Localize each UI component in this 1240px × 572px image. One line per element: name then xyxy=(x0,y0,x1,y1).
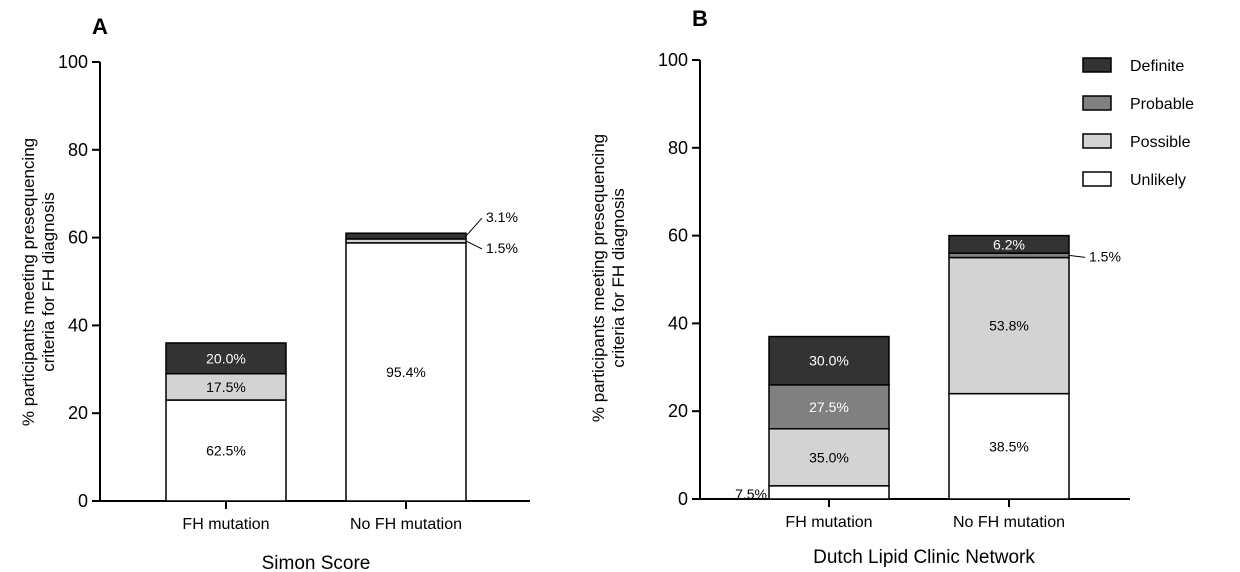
y-tick-label: 0 xyxy=(78,491,88,511)
y-tick-label: 40 xyxy=(668,313,688,333)
y-tick-label: 80 xyxy=(668,138,688,158)
data-label: 35.0% xyxy=(809,449,849,465)
bar-segment-definite xyxy=(345,232,467,240)
y-tick-label: 60 xyxy=(68,228,88,248)
bar-segment-definite xyxy=(165,342,287,375)
bar-segment-definite xyxy=(948,234,1070,254)
x-tick-label: No FH mutation xyxy=(953,514,1065,531)
y-tick-label: 100 xyxy=(58,52,88,72)
y-axis-title-a-line2: criteria for FH diagnosis xyxy=(39,192,58,372)
legend-label-probable: Probable xyxy=(1130,96,1194,113)
x-axis-title-a: Simon Score xyxy=(262,553,371,572)
data-label: 3.1% xyxy=(486,209,518,225)
bar-segment-definite xyxy=(768,335,890,386)
legend-swatch-probable xyxy=(1082,95,1112,111)
x-tick-label: FH mutation xyxy=(785,514,872,531)
x-axis-title-b: Dutch Lipid Clinic Network xyxy=(813,547,1035,568)
data-label: 27.5% xyxy=(809,399,849,415)
y-tick-label: 100 xyxy=(658,50,688,70)
bars-b: 7.5% 35.0% 27.5% 30.0% 38.5% 53.8% 1.5% 6.2% xyxy=(735,234,1121,502)
panel-b: B % participants meeting presequencing c… xyxy=(589,6,1130,568)
y-axis-title-b-line2: criteria for FH diagnosis xyxy=(609,188,628,368)
data-label: 1.5% xyxy=(486,240,518,256)
legend-swatch-unlikely xyxy=(1082,171,1112,187)
bars-a: 62.5% 17.5% 20.0% 95.4% 1.5% 3.1% xyxy=(165,209,518,502)
bar-segment-unlikely xyxy=(948,392,1070,500)
y-tick-label: 40 xyxy=(68,315,88,335)
y-tick-label: 0 xyxy=(678,489,688,509)
panel-a: A % participants meeting presequencing c… xyxy=(19,14,530,572)
y-axis-title-b: % participants meeting presequencing cri… xyxy=(589,134,628,422)
label-leader-line xyxy=(465,217,483,237)
data-label: 62.5% xyxy=(206,443,246,459)
bar-segment-unlikely xyxy=(165,399,287,502)
data-label: 20.0% xyxy=(206,350,246,366)
data-label: 17.5% xyxy=(206,379,246,395)
bar-segment-possible xyxy=(768,428,890,487)
bar-segment-unlikely xyxy=(768,485,890,500)
bar-segment-possible xyxy=(948,256,1070,395)
y-tick-label: 20 xyxy=(68,403,88,423)
label-leader-line xyxy=(1068,254,1086,258)
y-tick-label: 20 xyxy=(668,401,688,421)
legend: Definite Probable Possible Unlikely xyxy=(1082,57,1194,189)
data-label: 30.0% xyxy=(809,353,849,369)
legend-label-definite: Definite xyxy=(1130,58,1184,75)
data-label: 95.4% xyxy=(386,364,426,380)
y-axis-title-a: % participants meeting presequencing cri… xyxy=(19,138,58,426)
panel-letter-a: A xyxy=(92,14,108,39)
y-tick-label: 60 xyxy=(668,226,688,246)
data-label: 38.5% xyxy=(989,438,1029,454)
y-axis-title-a-line1: % participants meeting presequencing xyxy=(19,138,38,426)
axes-a: 0 20 40 60 80 100 FH mutation No FH mutation xyxy=(58,52,530,533)
y-axis-title-b-line1: % participants meeting presequencing xyxy=(589,134,608,422)
label-leader-line xyxy=(465,240,483,250)
legend-label-unlikely: Unlikely xyxy=(1130,172,1186,189)
data-label: 7.5% xyxy=(735,486,767,502)
panel-letter-b: B xyxy=(692,6,708,31)
data-label: 6.2% xyxy=(993,236,1025,252)
legend-swatch-possible xyxy=(1082,133,1112,149)
legend-label-possible: Possible xyxy=(1130,134,1191,151)
legend-swatch-definite xyxy=(1082,57,1112,73)
y-tick-label: 80 xyxy=(68,140,88,160)
x-tick-label: FH mutation xyxy=(182,516,269,533)
data-label: 53.8% xyxy=(989,318,1029,334)
x-tick-label: No FH mutation xyxy=(350,516,462,533)
data-label: 1.5% xyxy=(1089,248,1121,264)
